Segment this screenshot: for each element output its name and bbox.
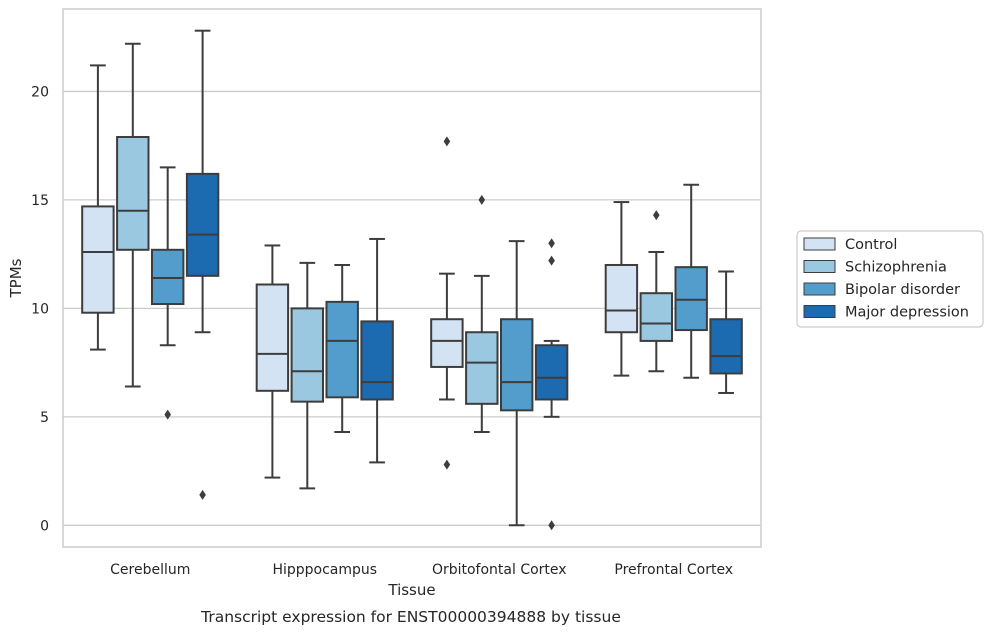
- box-schizophrenia: [116, 42, 150, 388]
- legend-frame: [796, 230, 984, 328]
- x-tick-label: Cerebellum: [110, 562, 190, 578]
- box-major-depression: [534, 238, 569, 531]
- legend: Control Schizophrenia Bipolar disorder Majo…: [796, 230, 984, 328]
- y-tick-label: 10: [31, 301, 49, 317]
- plot-area-frame: [62, 8, 762, 548]
- x-tick-label: Orbitofontal Cortex: [432, 562, 567, 578]
- box-control: [430, 136, 464, 470]
- y-tick-label: 15: [31, 193, 49, 209]
- box-bipolar-disorder: [150, 166, 185, 420]
- y-axis-label: TPMs: [7, 258, 25, 298]
- outlier-point: [443, 136, 451, 147]
- outlier-point: [548, 520, 555, 531]
- box-bipolar-disorder: [325, 263, 359, 434]
- y-axis-ticks: 0 5 10 15 20: [31, 84, 49, 534]
- box-control: [81, 64, 115, 351]
- iqr-box: [499, 318, 534, 412]
- x-axis-label: Tissue: [387, 581, 435, 599]
- iqr-box: [290, 307, 325, 403]
- legend-label: Schizophrenia: [845, 260, 947, 276]
- outlier-point: [548, 238, 555, 249]
- box-major-depression: [185, 29, 220, 500]
- iqr-box: [185, 172, 220, 277]
- legend-swatch: [803, 282, 836, 296]
- legend-swatch: [803, 260, 836, 273]
- legend-label: Control: [845, 237, 897, 253]
- box-bipolar-disorder: [499, 240, 534, 527]
- iqr-box: [150, 248, 185, 306]
- iqr-box: [639, 292, 674, 342]
- box-control: [255, 244, 290, 479]
- outlier-point: [443, 459, 451, 470]
- iqr-box: [116, 135, 150, 251]
- iqr-box: [81, 205, 115, 314]
- outlier-point: [653, 210, 660, 221]
- iqr-box: [360, 320, 394, 401]
- iqr-box: [255, 283, 290, 392]
- chart-caption: Transcript expression for ENST0000039488…: [200, 608, 621, 626]
- box-bipolar-disorder: [674, 183, 708, 379]
- box-schizophrenia: [290, 261, 325, 490]
- boxes: [81, 29, 743, 531]
- iqr-box: [709, 318, 743, 375]
- y-tick-label: 20: [31, 84, 49, 100]
- legend-label: Bipolar disorder: [845, 282, 960, 298]
- box-major-depression: [360, 237, 394, 464]
- iqr-box: [465, 331, 499, 405]
- iqr-box: [674, 266, 708, 332]
- legend-swatch: [803, 237, 836, 251]
- box-schizophrenia: [465, 194, 499, 434]
- x-axis-ticks: Cerebellum Hipppocampus Orbitofontal Corte…: [110, 562, 733, 578]
- y-tick-label: 0: [40, 518, 49, 534]
- x-tick-label: Hipppocampus: [272, 562, 377, 578]
- iqr-box: [604, 263, 639, 334]
- outlier-point: [164, 409, 171, 420]
- outlier-point: [478, 194, 486, 205]
- legend-swatch: [803, 305, 836, 318]
- box-major-depression: [709, 270, 743, 394]
- iqr-box: [325, 300, 359, 399]
- x-tick-label: Prefrontal Cortex: [614, 562, 733, 578]
- iqr-box: [534, 344, 569, 401]
- box-schizophrenia: [639, 210, 674, 373]
- box-control: [604, 201, 639, 377]
- outlier-point: [548, 255, 555, 266]
- outlier-point: [199, 489, 206, 500]
- iqr-box: [430, 318, 464, 368]
- y-tick-label: 5: [40, 410, 49, 426]
- legend-label: Major depression: [845, 305, 969, 321]
